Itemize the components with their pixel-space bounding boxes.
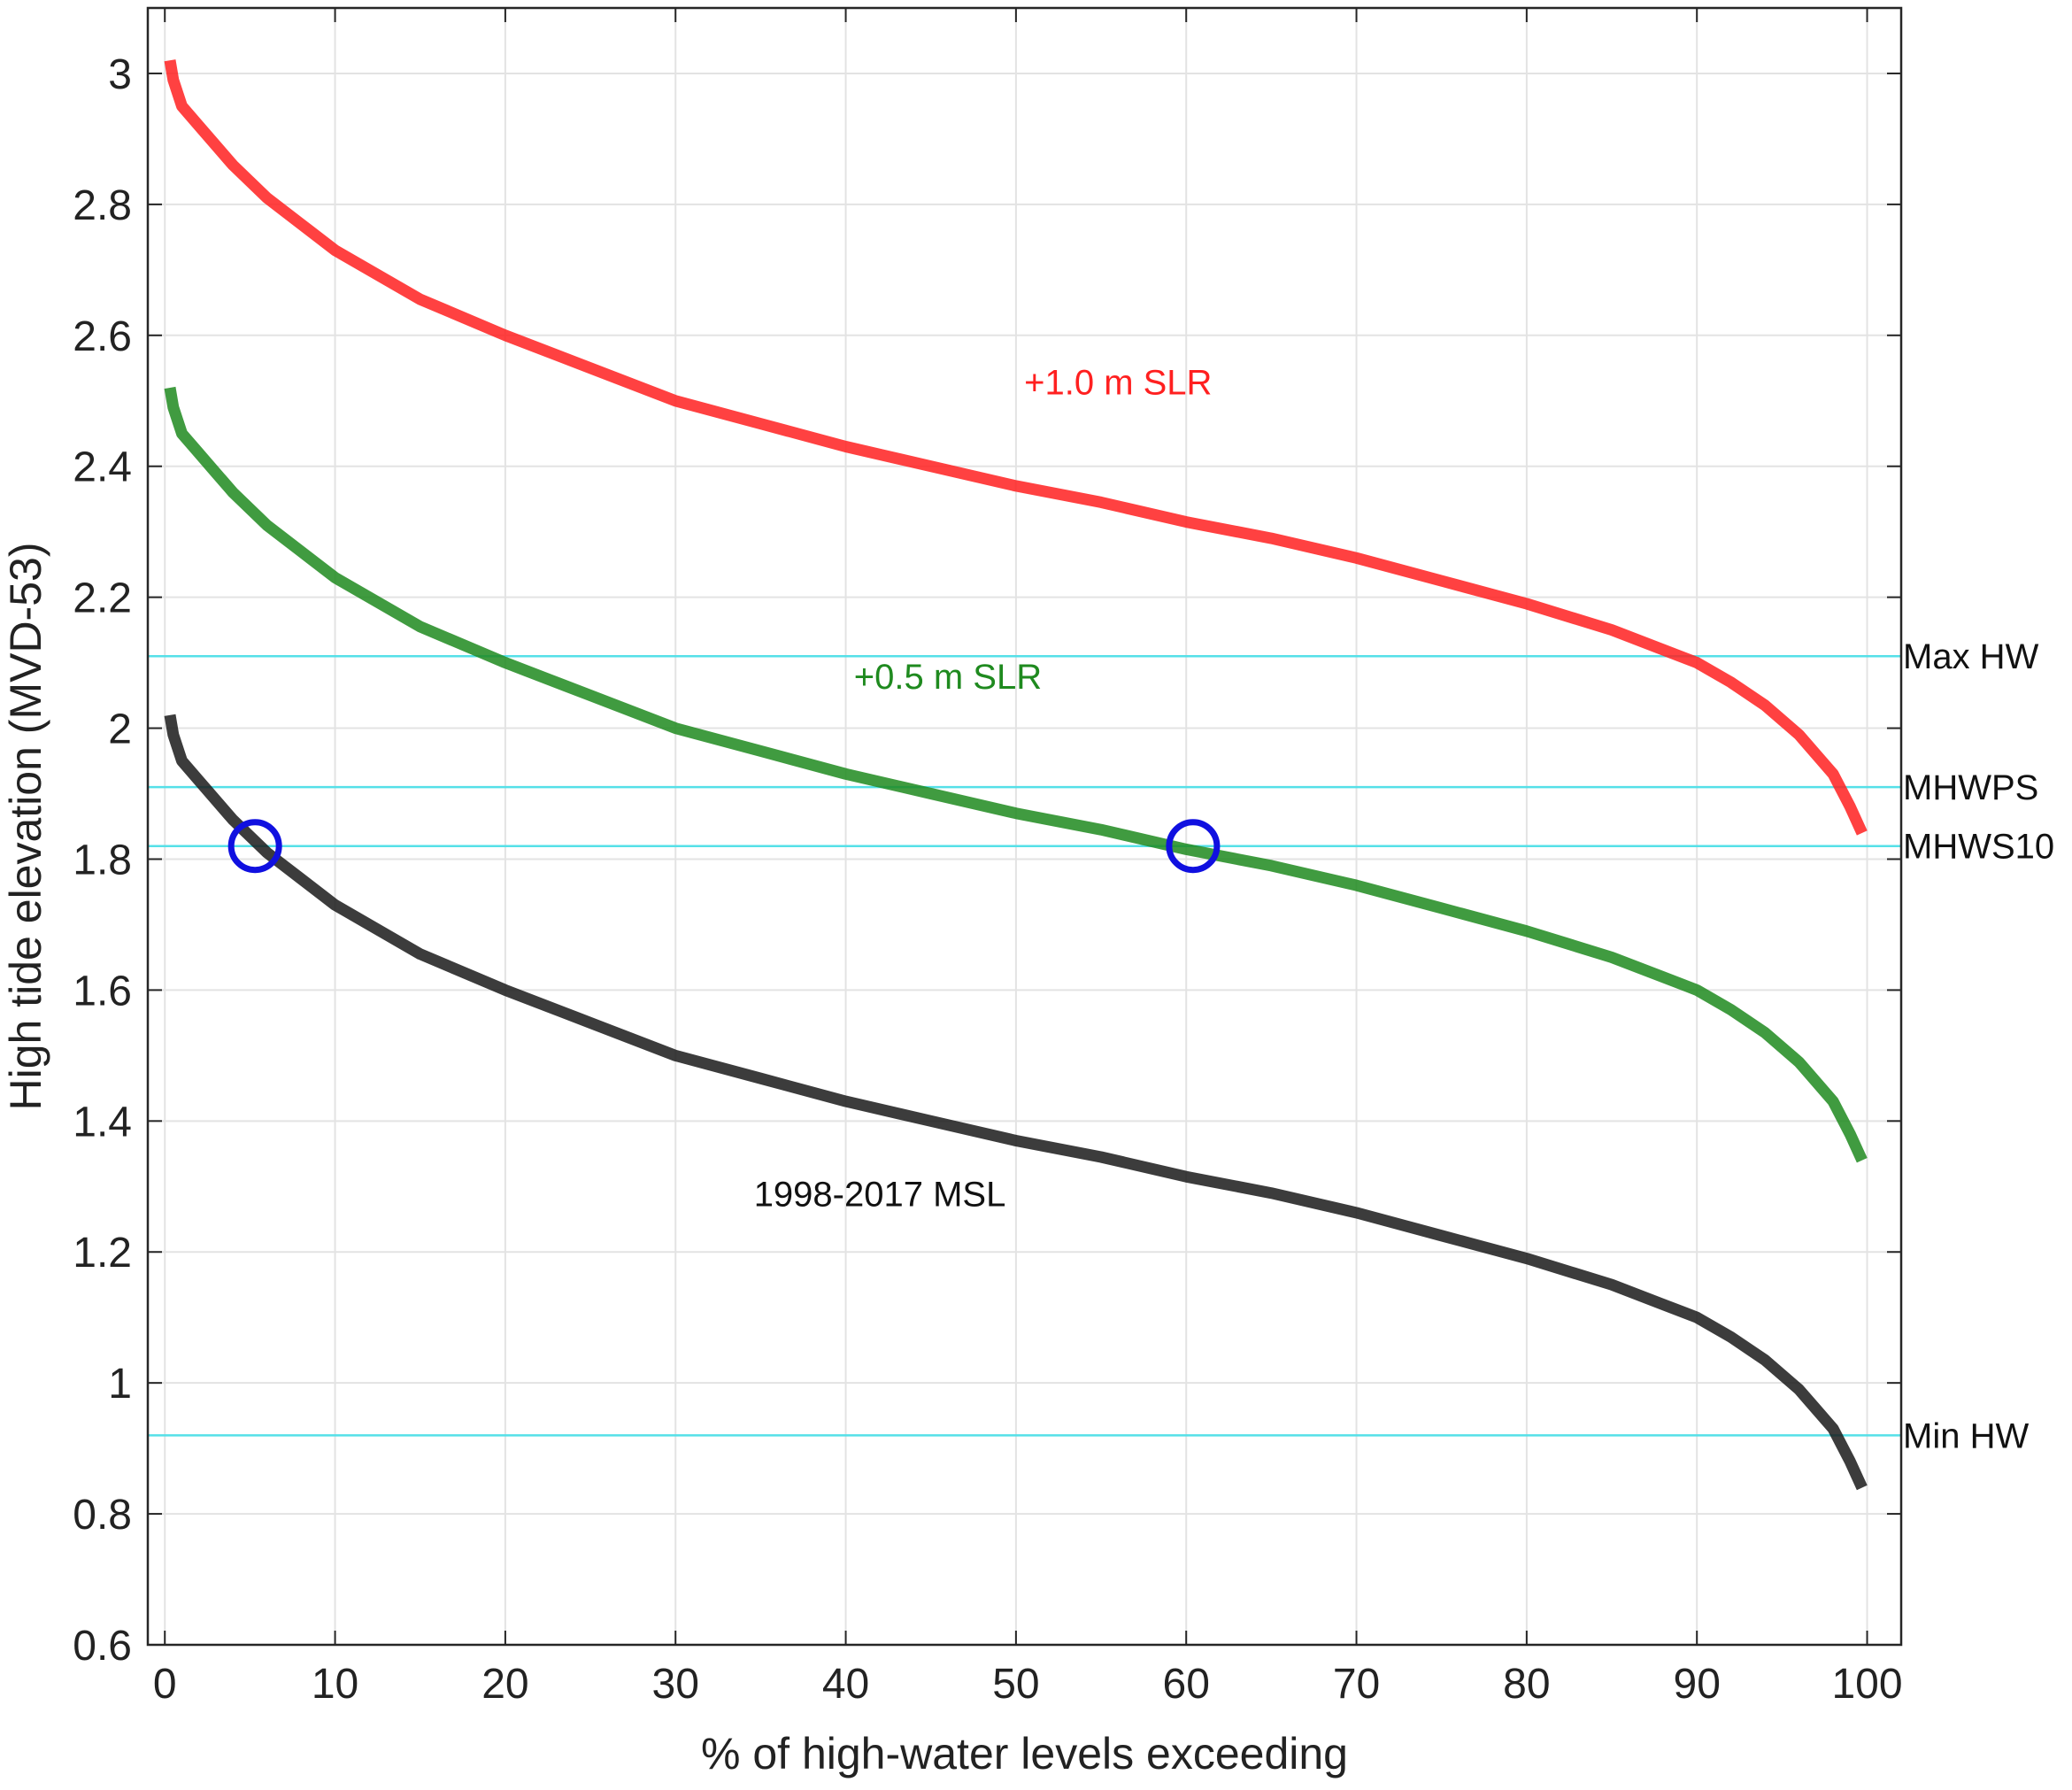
x-tick-label: 50 bbox=[992, 1661, 1039, 1708]
y-tick-label: 1.2 bbox=[73, 1230, 132, 1277]
reference-line-label: MHWS10 bbox=[1903, 828, 2054, 867]
y-tick-label: 1.6 bbox=[73, 968, 132, 1015]
y-tick-label: 2 bbox=[108, 706, 132, 753]
x-tick-label: 60 bbox=[1163, 1661, 1210, 1708]
highlight-circle bbox=[1166, 819, 1221, 874]
reference-line-label: MHWPS bbox=[1903, 768, 2038, 807]
series-annotation: +0.5 m SLR bbox=[854, 658, 1042, 697]
reference-line-label: Min HW bbox=[1903, 1416, 2029, 1455]
reference-line-label: Max HW bbox=[1903, 637, 2039, 676]
y-tick-label: 1.8 bbox=[73, 837, 132, 883]
y-tick-label: 0.8 bbox=[73, 1492, 132, 1539]
y-tick-label: 2.6 bbox=[73, 313, 132, 360]
y-tick-label: 2.2 bbox=[73, 575, 132, 622]
x-tick-label: 40 bbox=[822, 1661, 869, 1708]
highlight-markers bbox=[227, 819, 1221, 874]
series-annotation: 1998-2017 MSL bbox=[754, 1175, 1006, 1214]
series-line bbox=[164, 386, 1868, 1163]
annotations: +1.0 m SLR +0.5 m SLR 1998-2017 MSL bbox=[754, 363, 1213, 1214]
y-tick-label: 0.6 bbox=[73, 1623, 132, 1670]
x-tick-label: 20 bbox=[481, 1661, 528, 1708]
x-tick-label: 80 bbox=[1503, 1661, 1550, 1708]
x-tick-label: 100 bbox=[1831, 1661, 1902, 1708]
grid bbox=[148, 8, 1901, 1646]
reference-lines: Max HW MHWPS MHWS10 Min HW bbox=[148, 637, 2054, 1455]
x-tick-label: 0 bbox=[153, 1661, 177, 1708]
ticks: 0 10 20 30 40 50 60 70 80 90 100 0.6 0.8 1 1.2 1.4 1.6 1.… bbox=[73, 8, 1903, 1708]
series-annotation: +1.0 m SLR bbox=[1024, 363, 1212, 402]
y-tick-label: 3 bbox=[108, 51, 132, 98]
y-tick-label: 2.4 bbox=[73, 444, 132, 491]
x-tick-label: 70 bbox=[1333, 1661, 1380, 1708]
plot-frame bbox=[146, 6, 1903, 1647]
x-tick-label: 30 bbox=[652, 1661, 699, 1708]
y-axis-label: High tide elevation (MVD-53) bbox=[1, 543, 50, 1111]
y-tick-label: 2.8 bbox=[73, 182, 132, 229]
x-tick-label: 90 bbox=[1674, 1661, 1721, 1708]
x-axis-label: % of high-water levels exceeding bbox=[701, 1729, 1348, 1778]
highlight-circle bbox=[227, 819, 282, 874]
y-tick-label: 1 bbox=[108, 1361, 132, 1408]
y-tick-label: 1.4 bbox=[73, 1099, 132, 1146]
x-tick-label: 10 bbox=[312, 1661, 358, 1708]
series-line bbox=[164, 59, 1868, 836]
